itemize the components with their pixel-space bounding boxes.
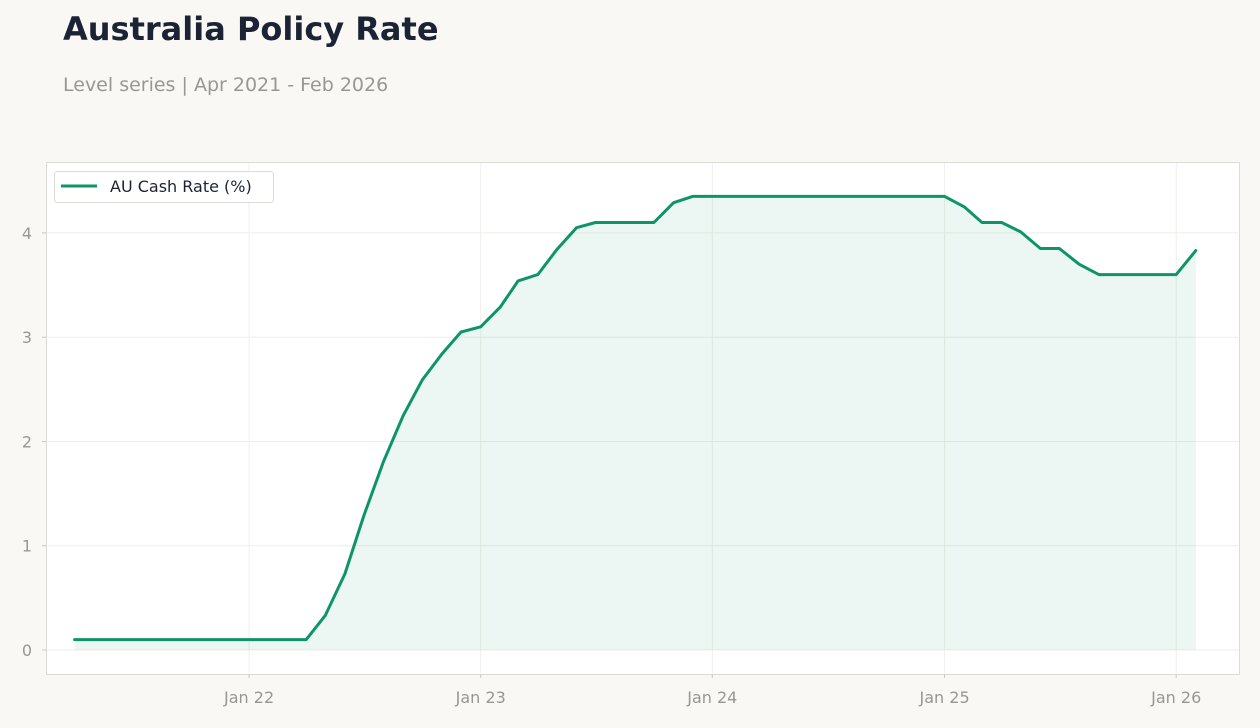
data-point — [1078, 263, 1081, 266]
series-area-fill — [74, 196, 1196, 650]
data-point — [112, 638, 115, 641]
y-tick-label: 4 — [22, 224, 32, 243]
data-point — [441, 352, 444, 355]
data-point — [1116, 273, 1119, 276]
data-point — [1136, 273, 1139, 276]
data-point — [731, 195, 734, 198]
data-point — [711, 195, 714, 198]
legend: AU Cash Rate (%) — [54, 171, 274, 203]
data-point — [285, 638, 288, 641]
data-point — [963, 205, 966, 208]
chart-title: Australia Policy Rate — [63, 10, 439, 48]
data-point — [1097, 273, 1100, 276]
data-point — [1175, 273, 1178, 276]
data-point — [248, 638, 251, 641]
data-point — [324, 614, 327, 617]
series-line — [73, 194, 1198, 642]
data-point — [228, 638, 231, 641]
data-point — [788, 195, 791, 198]
y-tick-label: 1 — [22, 537, 32, 556]
x-tick-label: Jan 22 — [223, 688, 274, 707]
data-point — [460, 331, 463, 334]
data-point — [691, 195, 694, 198]
x-tick-label: Jan 24 — [686, 688, 737, 707]
data-point — [131, 638, 134, 641]
x-tick-label: Jan 23 — [455, 688, 506, 707]
data-point — [633, 221, 636, 224]
data-point — [555, 248, 558, 251]
data-point — [343, 572, 346, 575]
data-point — [362, 514, 365, 517]
data-point — [807, 195, 810, 198]
data-point — [575, 226, 578, 229]
data-point — [1000, 221, 1003, 224]
data-point — [614, 221, 617, 224]
data-point — [981, 221, 984, 224]
legend-label: AU Cash Rate (%) — [110, 177, 252, 196]
data-point — [846, 195, 849, 198]
y-tick-label: 3 — [22, 328, 32, 347]
data-point — [189, 638, 192, 641]
data-point — [536, 273, 539, 276]
x-tick-label: Jan 25 — [919, 688, 970, 707]
data-point — [885, 195, 888, 198]
data-point — [92, 638, 95, 641]
data-point — [479, 325, 482, 328]
data-point — [672, 201, 675, 204]
data-point — [517, 279, 520, 282]
chart-subtitle: Level series | Apr 2021 - Feb 2026 — [63, 74, 389, 96]
data-point — [73, 638, 76, 641]
data-point — [594, 221, 597, 224]
data-point — [923, 195, 926, 198]
data-point — [1039, 247, 1042, 250]
data-point — [866, 195, 869, 198]
data-point — [1058, 247, 1061, 250]
data-point — [499, 305, 502, 308]
data-point — [943, 195, 946, 198]
data-point — [151, 638, 154, 641]
data-point — [652, 221, 655, 224]
data-point — [749, 195, 752, 198]
x-tick-label: Jan 26 — [1150, 688, 1201, 707]
data-point — [421, 378, 424, 381]
grid-lines — [47, 163, 1238, 673]
data-point — [382, 460, 385, 463]
data-point — [209, 638, 212, 641]
data-point — [826, 195, 829, 198]
data-point — [1155, 273, 1158, 276]
data-point — [1194, 249, 1197, 252]
data-point — [267, 638, 270, 641]
axis-ticks: 0 1 2 3 4 Jan 22 Jan 23 Jan 24 Jan 25 Jan 26 — [22, 224, 1201, 707]
data-point — [402, 414, 405, 417]
data-point — [170, 638, 173, 641]
data-point — [1019, 230, 1022, 233]
legend-box — [54, 171, 274, 203]
data-point — [769, 195, 772, 198]
y-tick-label: 2 — [22, 433, 32, 452]
data-point — [904, 195, 907, 198]
data-point — [305, 638, 308, 641]
y-tick-label: 0 — [22, 641, 32, 660]
